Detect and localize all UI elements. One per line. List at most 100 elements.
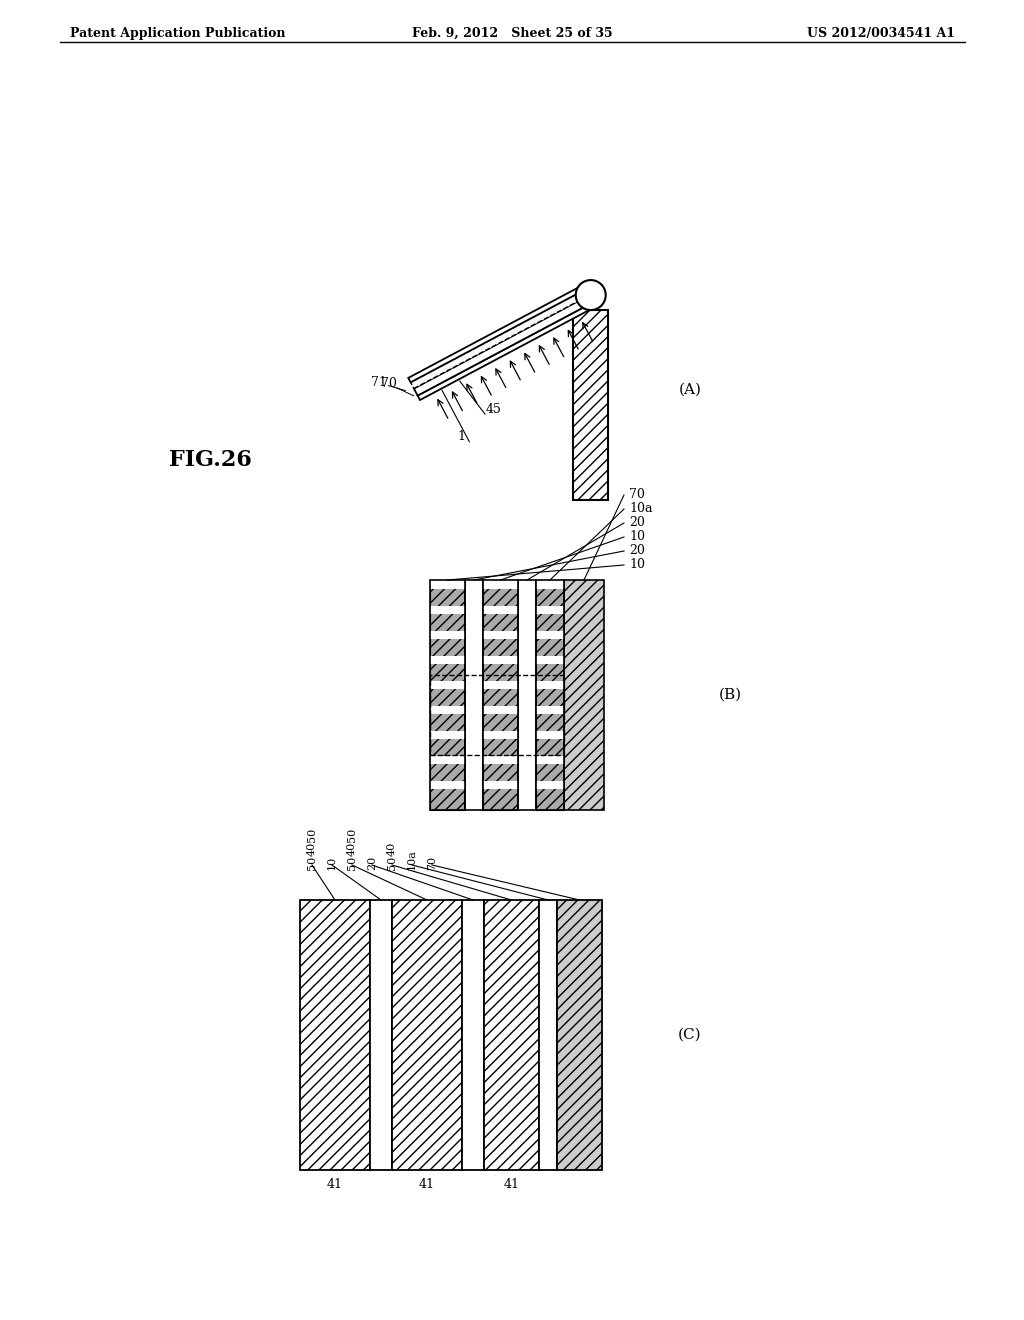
Polygon shape: [300, 900, 370, 1170]
Polygon shape: [430, 635, 465, 660]
Text: (B): (B): [719, 688, 741, 702]
Polygon shape: [536, 760, 564, 785]
Bar: [483, 681, 518, 689]
Text: FIG.26: FIG.26: [169, 449, 252, 471]
Polygon shape: [409, 284, 587, 383]
Polygon shape: [536, 685, 564, 710]
Text: 45: 45: [486, 403, 502, 416]
Bar: [430, 656, 465, 664]
Text: 40: 40: [307, 842, 317, 855]
Bar: [536, 631, 564, 639]
Bar: [536, 579, 564, 810]
Bar: [430, 581, 465, 589]
Polygon shape: [411, 289, 591, 388]
Bar: [539, 900, 557, 1170]
Polygon shape: [483, 760, 518, 785]
Text: 10: 10: [629, 531, 645, 544]
Bar: [536, 656, 564, 664]
Text: 40: 40: [387, 842, 397, 855]
Text: (A): (A): [679, 383, 701, 397]
Polygon shape: [483, 660, 518, 685]
Text: 41: 41: [419, 1177, 435, 1191]
Bar: [536, 581, 564, 589]
Text: 10a: 10a: [407, 849, 417, 870]
Bar: [483, 581, 518, 589]
Text: 70: 70: [381, 378, 396, 391]
Bar: [483, 606, 518, 614]
Text: 50: 50: [307, 828, 317, 842]
Text: 71: 71: [372, 376, 387, 389]
Polygon shape: [573, 310, 608, 500]
Polygon shape: [536, 610, 564, 635]
Polygon shape: [430, 610, 465, 635]
Text: 50: 50: [307, 855, 317, 870]
Polygon shape: [430, 735, 465, 760]
Polygon shape: [536, 660, 564, 685]
Polygon shape: [536, 735, 564, 760]
Text: US 2012/0034541 A1: US 2012/0034541 A1: [807, 26, 955, 40]
Text: 1: 1: [458, 430, 465, 444]
Text: 50: 50: [387, 855, 397, 870]
Bar: [536, 756, 564, 764]
Bar: [483, 631, 518, 639]
Bar: [370, 900, 392, 1170]
Polygon shape: [557, 900, 602, 1170]
Text: 70: 70: [629, 488, 645, 502]
Polygon shape: [392, 900, 462, 1170]
Bar: [430, 675, 564, 755]
Polygon shape: [430, 660, 465, 685]
Polygon shape: [430, 785, 465, 810]
Polygon shape: [430, 760, 465, 785]
Polygon shape: [536, 635, 564, 660]
Bar: [483, 579, 518, 810]
Polygon shape: [536, 585, 564, 610]
Bar: [536, 681, 564, 689]
Bar: [536, 706, 564, 714]
Bar: [483, 756, 518, 764]
Bar: [483, 781, 518, 789]
Bar: [518, 579, 536, 810]
Polygon shape: [430, 710, 465, 735]
Polygon shape: [483, 785, 518, 810]
Bar: [430, 579, 465, 810]
Bar: [483, 731, 518, 739]
Polygon shape: [483, 685, 518, 710]
Polygon shape: [483, 710, 518, 735]
Polygon shape: [483, 585, 518, 610]
Text: 50: 50: [347, 828, 357, 842]
Polygon shape: [536, 710, 564, 735]
Text: 41: 41: [327, 1177, 343, 1191]
Polygon shape: [418, 302, 597, 400]
Text: 20: 20: [367, 855, 377, 870]
Polygon shape: [430, 685, 465, 710]
Text: 70: 70: [427, 855, 437, 870]
Bar: [430, 681, 465, 689]
Polygon shape: [484, 900, 539, 1170]
Bar: [483, 706, 518, 714]
Polygon shape: [414, 294, 594, 396]
Polygon shape: [483, 610, 518, 635]
Polygon shape: [564, 579, 604, 810]
Text: 41: 41: [504, 1177, 519, 1191]
Polygon shape: [483, 635, 518, 660]
Text: 20: 20: [629, 516, 645, 529]
Text: 10a: 10a: [629, 503, 652, 516]
Bar: [483, 656, 518, 664]
Text: 10: 10: [629, 558, 645, 572]
Bar: [430, 606, 465, 614]
Text: 50: 50: [347, 855, 357, 870]
Text: Patent Application Publication: Patent Application Publication: [70, 26, 286, 40]
Bar: [430, 706, 465, 714]
Text: (C): (C): [678, 1028, 701, 1041]
Bar: [536, 781, 564, 789]
Bar: [430, 781, 465, 789]
Text: 20: 20: [629, 544, 645, 557]
Bar: [462, 900, 484, 1170]
Bar: [430, 756, 465, 764]
Polygon shape: [483, 735, 518, 760]
Bar: [465, 579, 483, 810]
Circle shape: [575, 280, 606, 310]
Polygon shape: [536, 785, 564, 810]
Text: 10: 10: [327, 855, 337, 870]
Polygon shape: [430, 585, 465, 610]
